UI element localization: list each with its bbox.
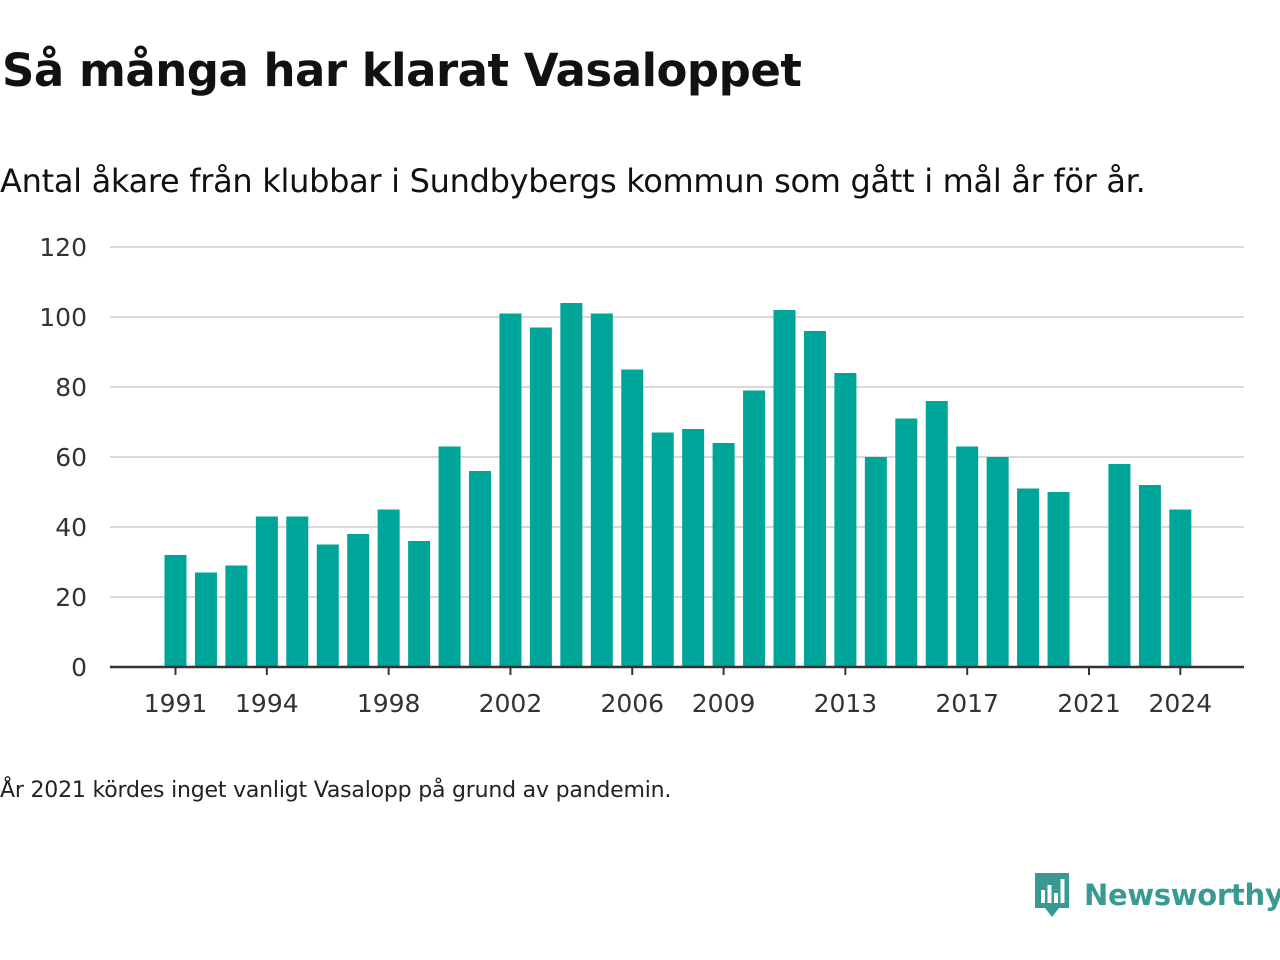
bar-2006 xyxy=(621,369,644,667)
x-tick-label: 2002 xyxy=(479,689,543,718)
bar-1999 xyxy=(408,541,431,667)
bar-2002 xyxy=(499,313,522,667)
bar-2005 xyxy=(590,313,613,667)
bar-1994 xyxy=(255,516,278,667)
x-tick-label: 2009 xyxy=(692,689,756,718)
bar-chart: 0 20 40 60 80 100 120 1991 1994 1998 2002 2006 2009… xyxy=(39,233,1244,718)
bar-1993 xyxy=(225,565,248,667)
x-tick-label: 2013 xyxy=(814,689,878,718)
newsworthy-logo-icon xyxy=(1035,873,1069,917)
y-tick-label: 20 xyxy=(55,583,87,612)
bar-2024 xyxy=(1169,509,1192,667)
bar-2008 xyxy=(682,429,705,667)
x-tick-label: 1998 xyxy=(357,689,421,718)
bar-2013 xyxy=(834,373,857,667)
bar-2014 xyxy=(864,457,887,667)
bar-2012 xyxy=(803,331,826,667)
bar-2020 xyxy=(1047,492,1070,667)
x-tick-label: 1994 xyxy=(235,689,299,718)
grid-lines xyxy=(110,246,1244,598)
x-axis-ticks: 1991 1994 1998 2002 2006 2009 2013 2017 2021 2024 xyxy=(144,667,1212,718)
x-tick-label: 2006 xyxy=(600,689,664,718)
bar-2007 xyxy=(651,432,674,667)
y-tick-label: 80 xyxy=(55,373,87,402)
bar-2016 xyxy=(925,401,948,667)
bar-1991 xyxy=(164,555,187,667)
bar-2019 xyxy=(1017,488,1040,667)
bar-2022 xyxy=(1108,464,1131,667)
x-tick-label: 2021 xyxy=(1057,689,1121,718)
bar-2001 xyxy=(469,471,491,667)
chart-subtitle: Antal åkare från klubbar i Sundbybergs k… xyxy=(0,162,1146,200)
bar-1995 xyxy=(286,516,309,667)
brand-logo: Newsworthy xyxy=(1032,870,1280,920)
x-tick-label: 2017 xyxy=(935,689,999,718)
bars xyxy=(164,303,1192,667)
bar-1998 xyxy=(377,509,400,667)
footnote: År 2021 kördes inget vanligt Vasalopp på… xyxy=(0,778,672,803)
bar-2011 xyxy=(773,310,796,667)
bar-2018 xyxy=(986,457,1009,667)
bar-2003 xyxy=(529,327,552,667)
bar-2000 xyxy=(438,446,461,667)
x-tick-label: 1991 xyxy=(144,689,208,718)
bar-2004 xyxy=(560,303,583,667)
y-tick-label: 40 xyxy=(55,513,87,542)
bar-2023 xyxy=(1138,485,1161,667)
bar-2017 xyxy=(956,446,979,667)
y-tick-label: 100 xyxy=(39,303,87,332)
x-tick-label: 2024 xyxy=(1149,689,1213,718)
y-tick-label: 0 xyxy=(71,653,87,682)
bar-1997 xyxy=(347,534,370,667)
bar-1992 xyxy=(194,572,217,667)
bar-2010 xyxy=(743,390,766,667)
y-axis-ticks: 0 20 40 60 80 100 120 xyxy=(39,233,87,682)
bar-1996 xyxy=(316,544,339,667)
bar-2015 xyxy=(895,418,918,667)
bar-2009 xyxy=(712,443,735,667)
y-tick-label: 60 xyxy=(55,443,87,472)
y-tick-label: 120 xyxy=(39,233,87,262)
chart-title: Så många har klarat Vasaloppet xyxy=(2,44,802,97)
brand-name: Newsworthy xyxy=(1084,878,1280,912)
